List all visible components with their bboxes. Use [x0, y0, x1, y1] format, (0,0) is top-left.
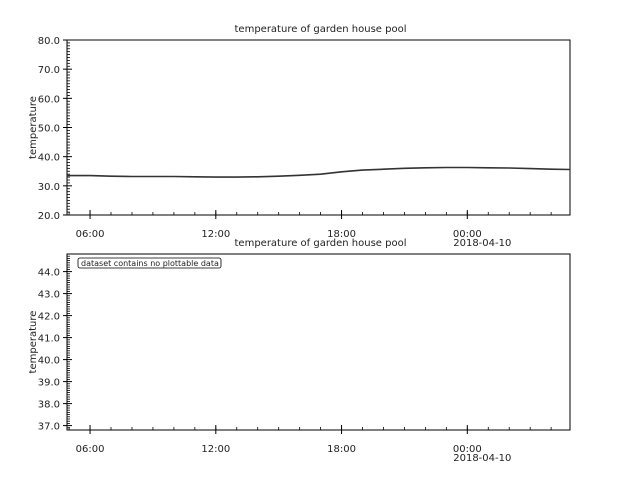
no-data-box — [77, 257, 222, 269]
chart-title: temperature of garden house pool — [235, 24, 407, 35]
x-tick-label: 12:00 — [201, 444, 230, 455]
chart-panel-2: temperature of garden house pool 37.0 38.0… — [28, 238, 571, 464]
no-data-message: dataset contains no plottable data — [81, 259, 219, 268]
y-tick-label: 41.0 — [38, 334, 60, 345]
y-tick-label: 40.0 — [38, 153, 60, 164]
plot-frame — [66, 39, 571, 216]
x-tick-label: 00:00 — [453, 444, 482, 455]
x-tick-label: 06:00 — [76, 444, 105, 455]
chart-panel-1: temperature of garden house pool 20.0 30.0… — [28, 24, 571, 249]
y-tick-label: 39.0 — [38, 378, 60, 389]
y-tick-label: 60.0 — [38, 94, 60, 105]
x-tick-label: 18:00 — [327, 229, 356, 240]
y-tick-label: 43.0 — [38, 290, 60, 301]
y-tick-label: 30.0 — [38, 182, 60, 193]
y-tick-label: 42.0 — [38, 312, 60, 323]
x-tick-label: 00:00 — [453, 229, 482, 240]
x-tick-label: 18:00 — [327, 444, 356, 455]
plot-frame — [66, 253, 571, 431]
chart-title: temperature of garden house pool — [235, 238, 407, 249]
y-tick-label: 44.0 — [38, 268, 60, 279]
y-tick-label: 80.0 — [38, 36, 60, 47]
y-tick-label: 50.0 — [38, 124, 60, 135]
y-tick-label: 38.0 — [38, 400, 60, 411]
y-tick-label: 70.0 — [38, 65, 60, 76]
y-tick-label: 40.0 — [38, 356, 60, 367]
y-axis-label: temperature — [28, 96, 39, 159]
y-tick-label: 37.0 — [38, 422, 60, 433]
x-tick-label: 12:00 — [201, 229, 230, 240]
y-axis-label: temperature — [28, 311, 39, 374]
x-date-label: 2018-04-10 — [453, 453, 511, 464]
series-line — [67, 166, 571, 178]
x-tick-label: 06:00 — [76, 229, 105, 240]
x-date-label: 2018-04-10 — [453, 238, 511, 249]
y-tick-label: 20.0 — [38, 211, 60, 222]
